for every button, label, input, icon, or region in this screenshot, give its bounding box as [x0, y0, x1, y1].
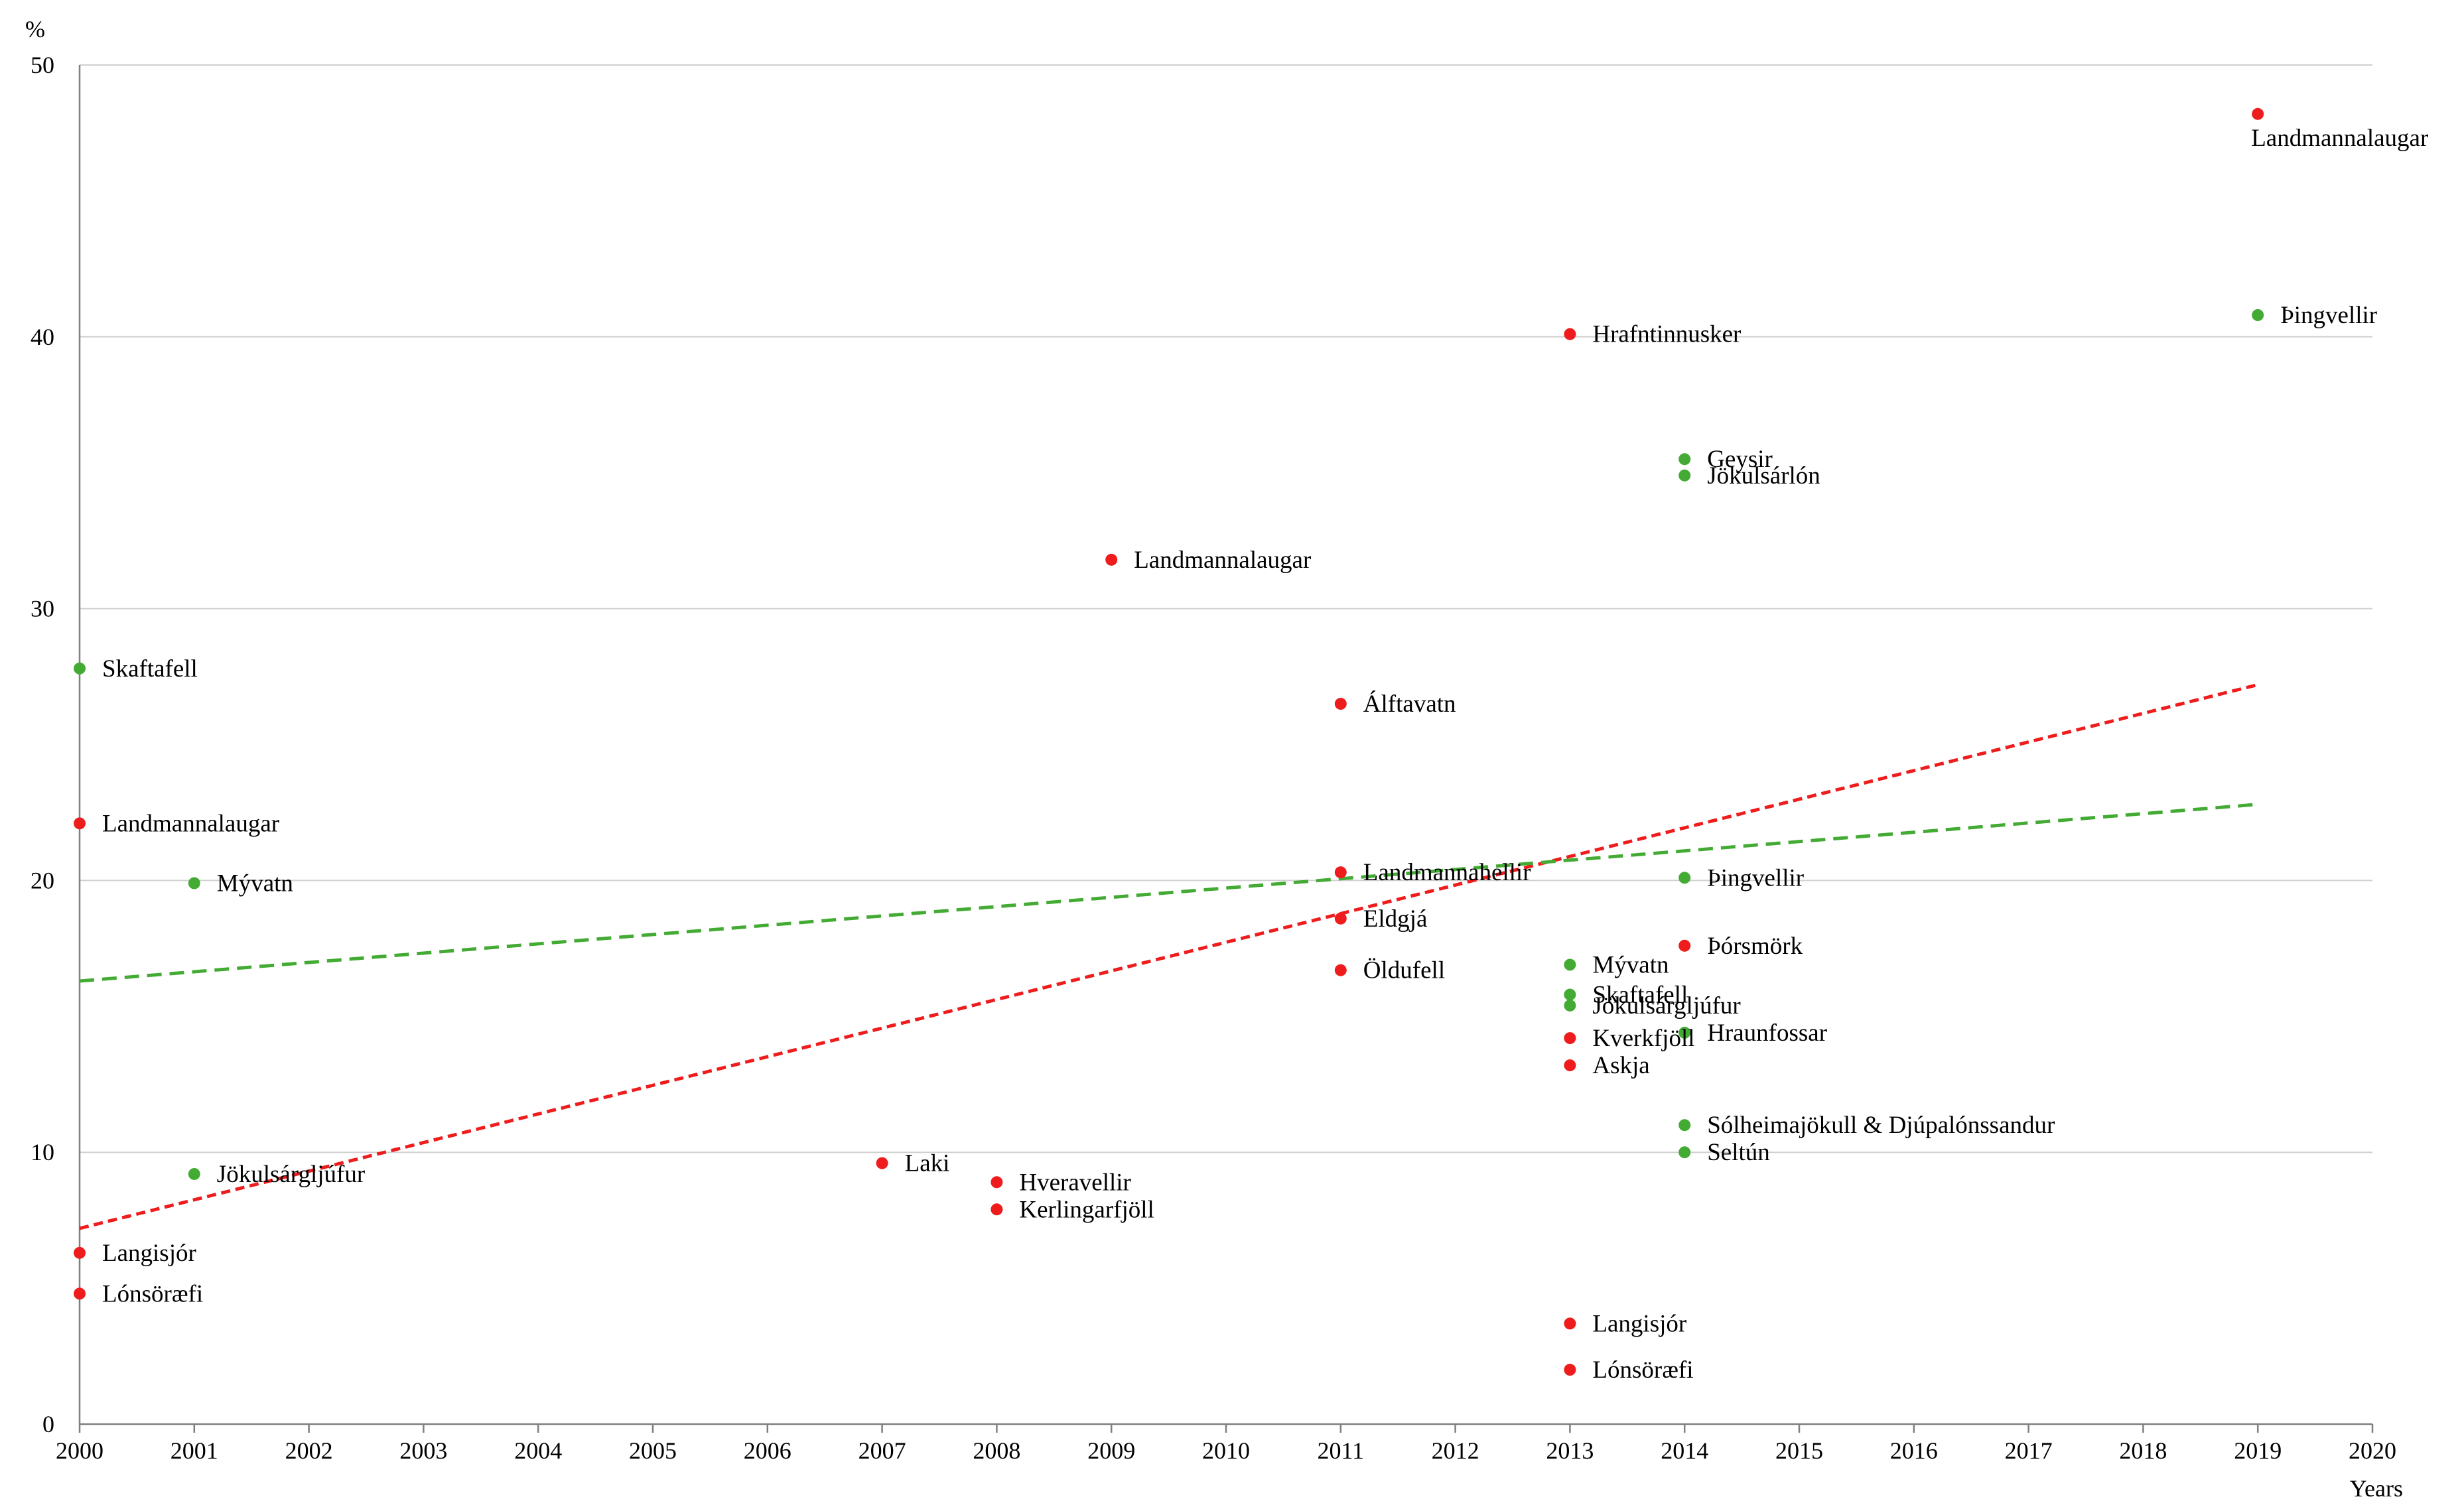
point-green-11	[1678, 1146, 1691, 1159]
x-tick-label-2020: 2020	[2349, 1437, 2396, 1464]
point-green-0	[74, 662, 86, 675]
point-label-green-9: Hraunfossar	[1707, 1019, 1827, 1047]
point-red-9	[1334, 912, 1347, 925]
point-label-red-2: Lónsöræfi	[102, 1280, 203, 1307]
point-label-green-3: Mývatn	[1592, 951, 1669, 978]
point-red-8	[1334, 866, 1347, 879]
x-tick-label-2001: 2001	[171, 1437, 218, 1464]
x-tick-label-2012: 2012	[1432, 1437, 1479, 1464]
point-green-4	[1564, 988, 1576, 1001]
x-tick-label-2005: 2005	[629, 1437, 677, 1464]
x-tick-label-2013: 2013	[1546, 1437, 1594, 1464]
point-green-3	[1564, 958, 1576, 971]
point-label-red-10: Öldufell	[1363, 957, 1445, 984]
y-tick-label-0: 0	[42, 1411, 54, 1437]
point-label-green-10: Sólheimajökull & Djúpalónssandur	[1707, 1112, 2055, 1139]
x-tick-label-2002: 2002	[285, 1437, 333, 1464]
point-red-2	[74, 1287, 86, 1300]
point-green-2	[188, 1167, 200, 1180]
x-tick-label-2004: 2004	[514, 1437, 562, 1464]
point-label-red-14: Langisjór	[1592, 1310, 1686, 1337]
point-label-red-6: Landmannalaugar	[1134, 547, 1311, 574]
x-tick-label-2016: 2016	[1890, 1437, 1938, 1464]
point-red-0	[74, 817, 86, 830]
x-tick-label-2009: 2009	[1087, 1437, 1135, 1464]
x-axis-title: Years	[2350, 1475, 2403, 1502]
y-tick-label-30: 30	[31, 596, 54, 622]
point-red-10	[1334, 964, 1347, 976]
point-red-14	[1564, 1317, 1576, 1330]
point-label-red-1: Langisjór	[102, 1240, 196, 1267]
x-tick-label-2014: 2014	[1661, 1437, 1708, 1464]
point-label-green-7: Jökulsárlón	[1707, 462, 1820, 490]
point-label-red-3: Laki	[905, 1150, 950, 1177]
point-label-green-0: Skaftafell	[102, 655, 198, 683]
point-red-13	[1564, 1059, 1576, 1072]
x-tick-label-2010: 2010	[1202, 1437, 1250, 1464]
point-green-9	[1678, 1026, 1691, 1039]
x-tick-label-2000: 2000	[56, 1437, 103, 1464]
point-label-red-17: Landmannalaugar	[2251, 125, 2428, 152]
point-green-10	[1678, 1119, 1691, 1132]
x-tick-label-2007: 2007	[858, 1437, 906, 1464]
y-tick-label-50: 50	[31, 52, 54, 78]
x-tick-label-2018: 2018	[2119, 1437, 2167, 1464]
x-tick-label-2019: 2019	[2234, 1437, 2282, 1464]
point-red-1	[74, 1246, 86, 1259]
point-green-7	[1678, 469, 1691, 482]
x-tick-label-2006: 2006	[744, 1437, 791, 1464]
point-label-red-11: Hrafntinnusker	[1592, 321, 1741, 348]
point-label-green-2: Jökulsárgljúfur	[217, 1161, 365, 1188]
point-red-11	[1564, 328, 1576, 340]
point-green-1	[188, 877, 200, 889]
y-tick-label-40: 40	[31, 324, 54, 350]
point-label-green-5: Jökulsárgljúfur	[1592, 992, 1740, 1019]
point-label-red-5: Kerlingarfjöll	[1019, 1196, 1154, 1223]
point-label-red-9: Eldgjá	[1363, 905, 1428, 933]
point-red-5	[991, 1203, 1003, 1216]
x-tick-label-2017: 2017	[2005, 1437, 2053, 1464]
point-label-green-12: Þingvellir	[2280, 302, 2377, 329]
x-tick-label-2008: 2008	[973, 1437, 1020, 1464]
point-red-12	[1564, 1032, 1576, 1045]
point-red-16	[1678, 939, 1691, 952]
point-label-red-8: Landmannahellir	[1363, 859, 1531, 886]
y-axis-title: %	[25, 16, 45, 42]
point-label-red-0: Landmannalaugar	[102, 810, 279, 837]
point-label-red-7: Álftavatn	[1363, 690, 1456, 718]
y-tick-label-10: 10	[31, 1139, 54, 1165]
point-red-17	[2252, 107, 2264, 120]
x-tick-label-2003: 2003	[399, 1437, 447, 1464]
point-red-4	[991, 1176, 1003, 1189]
point-label-red-4: Hveravellir	[1019, 1169, 1130, 1196]
point-label-red-16: Þórsmörk	[1707, 933, 1803, 960]
point-green-6	[1678, 453, 1691, 466]
point-green-12	[2252, 309, 2264, 322]
y-tick-label-20: 20	[31, 867, 54, 893]
point-label-green-6: Geysir	[1707, 446, 1773, 473]
point-green-8	[1678, 872, 1691, 884]
point-red-3	[876, 1157, 888, 1169]
point-label-red-15: Lónsöræfi	[1592, 1356, 1693, 1384]
point-label-green-1: Mývatn	[217, 870, 293, 897]
point-label-green-4: Skaftafell	[1592, 982, 1688, 1009]
trend-line-green	[79, 803, 2258, 983]
point-label-green-8: Þingvellir	[1707, 864, 1804, 891]
x-tick-label-2015: 2015	[1775, 1437, 1823, 1464]
point-green-5	[1564, 999, 1576, 1012]
point-red-6	[1105, 553, 1118, 566]
point-label-red-13: Askja	[1592, 1052, 1649, 1079]
x-tick-label-2011: 2011	[1317, 1437, 1364, 1464]
trend-line-red	[79, 683, 2258, 1230]
point-red-7	[1334, 698, 1347, 710]
point-label-red-12: Kverkfjöll	[1592, 1025, 1694, 1052]
point-label-green-11: Seltún	[1707, 1139, 1770, 1166]
point-red-15	[1564, 1364, 1576, 1376]
